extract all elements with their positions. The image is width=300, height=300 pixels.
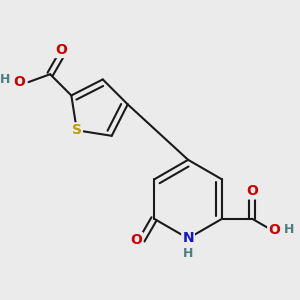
Text: N: N [182,231,194,245]
Text: O: O [246,184,258,199]
Text: O: O [13,75,25,89]
Text: H: H [183,247,193,260]
Text: H: H [284,223,295,236]
Text: H: H [0,74,10,86]
Text: S: S [72,123,82,137]
Text: O: O [268,223,280,237]
Text: O: O [56,43,68,57]
Text: O: O [130,233,142,247]
